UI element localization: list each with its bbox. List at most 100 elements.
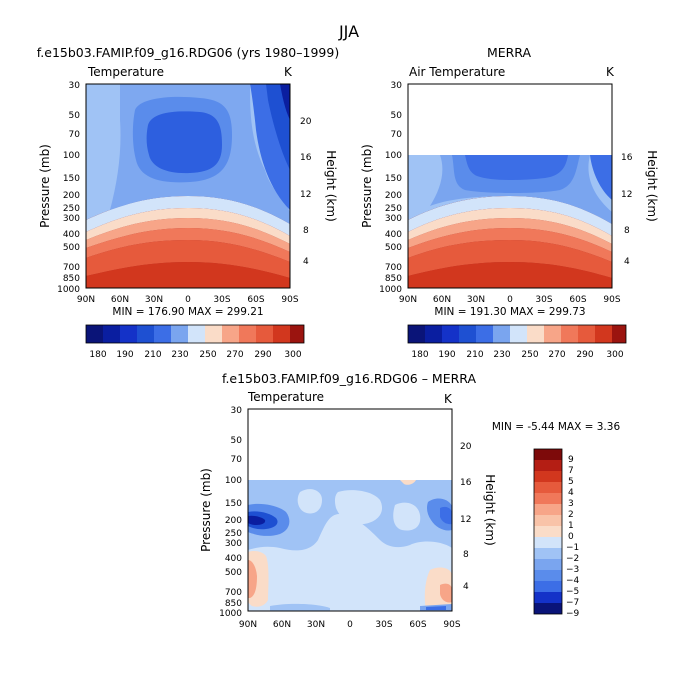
x-tick-90n: 90N bbox=[239, 620, 257, 630]
colorbar-frame bbox=[533, 448, 563, 615]
panel-model-frame bbox=[85, 83, 291, 289]
colorbar-label: 180 bbox=[89, 350, 106, 360]
y-tick-150: 150 bbox=[63, 174, 80, 184]
colorbar-frame bbox=[407, 324, 627, 344]
colorbar-swatch bbox=[120, 325, 137, 343]
colorbar-swatch bbox=[154, 325, 171, 343]
colorbar-label: 300 bbox=[606, 350, 623, 360]
page-title: JJA bbox=[338, 22, 359, 41]
x-tick-30s: 30S bbox=[535, 295, 552, 305]
y-tick-850: 850 bbox=[385, 274, 402, 284]
colorbar-swatch bbox=[493, 325, 510, 343]
obs-pole-blue bbox=[590, 155, 612, 200]
y-tick-30: 30 bbox=[391, 81, 403, 91]
colorbar-label: −3 bbox=[566, 565, 579, 575]
y-tick-400: 400 bbox=[63, 230, 80, 240]
colorbar-label: 290 bbox=[576, 350, 593, 360]
x-tick-60s: 60S bbox=[409, 620, 426, 630]
panel-obs-colorbar: 180 190 210 230 250 270 290 300 bbox=[407, 324, 627, 360]
model-band-peach bbox=[86, 218, 290, 252]
colorbar-label: 270 bbox=[548, 350, 565, 360]
colorbar-swatch bbox=[612, 325, 626, 343]
colorbar-label: −2 bbox=[566, 554, 579, 564]
y-tick-250: 250 bbox=[385, 204, 402, 214]
panel-diff-colorbar: 9 7 5 4 3 2 1 0 −1 −2 −3 −4 −5 −7 −9 bbox=[533, 448, 580, 619]
y-tick-400: 400 bbox=[385, 230, 402, 240]
y-tick-850: 850 bbox=[63, 274, 80, 284]
height-tick-16: 16 bbox=[460, 478, 472, 488]
panel-model-x-axis: 90N 60N 30N 0 30S 60S 90S bbox=[77, 295, 299, 305]
model-band-warm-5 bbox=[86, 262, 290, 288]
obs-band-warm-5 bbox=[408, 262, 612, 288]
y-tick-70: 70 bbox=[69, 130, 81, 140]
x-tick-60n: 60N bbox=[111, 295, 129, 305]
colorbar-swatch bbox=[534, 526, 562, 537]
height-tick-8: 8 bbox=[463, 550, 469, 560]
colorbar-label: 190 bbox=[438, 350, 455, 360]
colorbar-swatch bbox=[534, 570, 562, 581]
colorbar-swatch bbox=[239, 325, 256, 343]
panel-diff-units: K bbox=[444, 392, 453, 406]
panel-model-right-axis: 20 16 12 8 4 bbox=[300, 117, 312, 267]
model-band-salmon bbox=[86, 228, 290, 262]
obs-band-peach bbox=[408, 218, 612, 252]
height-tick-12: 12 bbox=[621, 190, 632, 200]
x-tick-90s: 90S bbox=[281, 295, 298, 305]
panel-obs-title: MERRA bbox=[487, 45, 532, 60]
panel-model-colorbar: 180 190 210 230 250 270 290 300 bbox=[85, 324, 305, 360]
x-tick-60s: 60S bbox=[247, 295, 264, 305]
y-tick-30: 30 bbox=[69, 81, 81, 91]
height-tick-8: 8 bbox=[624, 226, 630, 236]
x-tick-0: 0 bbox=[185, 295, 191, 305]
colorbar-swatch bbox=[534, 471, 562, 482]
model-pole-dark bbox=[266, 84, 290, 170]
y-tick-50: 50 bbox=[231, 436, 243, 446]
diff-bottom-blue-streak-2 bbox=[426, 606, 446, 610]
model-core-dark bbox=[146, 111, 222, 174]
panel-diff-frame bbox=[247, 408, 453, 612]
colorbar-label: 270 bbox=[226, 350, 243, 360]
height-tick-8: 8 bbox=[303, 226, 309, 236]
obs-core-dark bbox=[465, 155, 568, 181]
panel-model: f.e15b03.FAMIP.f09_g16.RDG06 (yrs 1980–1… bbox=[37, 45, 339, 360]
model-band-pale-blue bbox=[86, 196, 290, 236]
model-warm-region bbox=[86, 240, 290, 278]
colorbar-swatch bbox=[222, 325, 239, 343]
y-tick-700: 700 bbox=[385, 263, 402, 273]
colorbar-swatch bbox=[534, 460, 562, 471]
x-tick-30s: 30S bbox=[375, 620, 392, 630]
x-tick-30n: 30N bbox=[467, 295, 485, 305]
x-tick-60n: 60N bbox=[433, 295, 451, 305]
panel-obs-plot-area bbox=[407, 83, 613, 289]
y-tick-300: 300 bbox=[225, 539, 242, 549]
colorbar-label: 230 bbox=[171, 350, 188, 360]
x-tick-60n: 60N bbox=[273, 620, 291, 630]
obs-band-cream bbox=[408, 208, 612, 244]
diff-upper-gap-pale-2 bbox=[393, 502, 421, 531]
diff-top-warm-spot bbox=[400, 480, 416, 485]
y-tick-300: 300 bbox=[385, 214, 402, 224]
height-tick-16: 16 bbox=[300, 153, 312, 163]
y-tick-30: 30 bbox=[231, 406, 243, 416]
panel-obs-variable: Air Temperature bbox=[409, 65, 505, 79]
colorbar-label: 3 bbox=[568, 499, 574, 509]
obs-band-salmon bbox=[408, 228, 612, 262]
colorbar-swatch bbox=[561, 325, 578, 343]
colorbar-label: 230 bbox=[493, 350, 510, 360]
colorbar-swatch bbox=[534, 482, 562, 493]
y-tick-100: 100 bbox=[225, 476, 242, 486]
colorbar-label: 190 bbox=[116, 350, 133, 360]
panel-diff-ylabel: Pressure (mb) bbox=[199, 468, 213, 552]
colorbar-swatch bbox=[256, 325, 273, 343]
y-tick-200: 200 bbox=[385, 191, 402, 201]
y-tick-200: 200 bbox=[225, 516, 242, 526]
colorbar-swatch bbox=[595, 325, 612, 343]
y-tick-500: 500 bbox=[225, 568, 242, 578]
colorbar-label: −9 bbox=[566, 609, 580, 619]
colorbar-swatch bbox=[273, 325, 290, 343]
colorbar-swatch bbox=[534, 515, 562, 526]
colorbar-label: 290 bbox=[254, 350, 271, 360]
panel-diff: f.e15b03.FAMIP.f09_g16.RDG06 – MERRA Tem… bbox=[199, 371, 620, 630]
x-tick-30s: 30S bbox=[213, 295, 230, 305]
